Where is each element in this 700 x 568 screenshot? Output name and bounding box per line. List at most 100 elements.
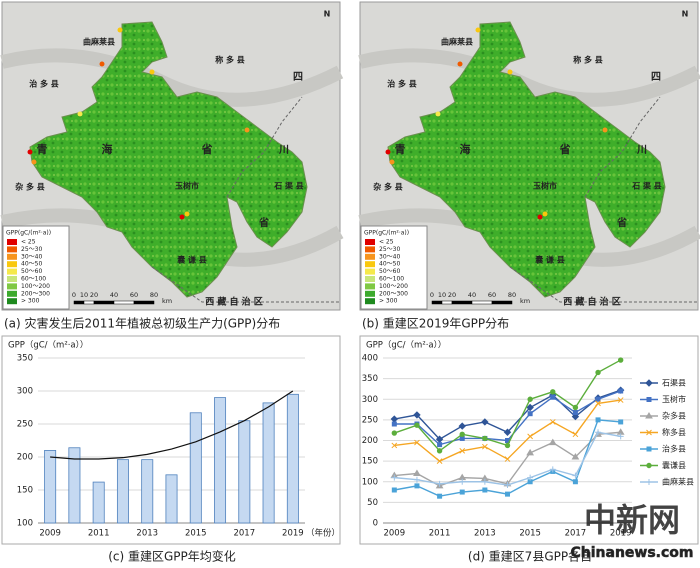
hot-spot xyxy=(602,127,608,133)
x-tick-label: 2013 xyxy=(474,529,496,539)
scale-label: 20 xyxy=(90,291,98,299)
place-label: 玉树市 xyxy=(175,181,199,191)
point xyxy=(413,476,420,483)
y-tick-label: 200 xyxy=(17,453,33,463)
chart-title: GPP（gC/（m²·a）） xyxy=(366,340,446,351)
point xyxy=(617,357,624,363)
point xyxy=(572,404,579,411)
scale-label: 0 xyxy=(72,291,76,299)
scale-unit: km xyxy=(162,297,172,305)
point xyxy=(645,412,653,419)
hot-spot xyxy=(31,159,37,165)
bar xyxy=(68,447,81,524)
place-label: 治 多 县 xyxy=(387,79,417,89)
point xyxy=(481,418,489,426)
x-tick-label: 2013 xyxy=(136,529,158,539)
point xyxy=(550,389,556,395)
hot-spot xyxy=(149,69,155,75)
legend-label: 杂多县 xyxy=(662,411,686,421)
place-label: 石 渠 县 xyxy=(273,181,304,191)
bar xyxy=(238,420,251,524)
legend-title: GPP(gC/(m²·a)) xyxy=(364,230,409,237)
legend-label: 30～40 xyxy=(21,253,42,260)
map: 曲麻莱县称 多 县治 多 县四川省青海省杂 多 县玉树市石 渠 县囊 谦 县西 … xyxy=(358,1,700,311)
scale-label: 10 xyxy=(80,291,88,299)
y-tick-label: 350 xyxy=(17,354,33,364)
point xyxy=(482,487,488,493)
point xyxy=(526,403,534,412)
place-label: 青 xyxy=(395,142,406,156)
legend-swatch xyxy=(7,283,17,290)
y-tick-label: 100 xyxy=(17,519,33,529)
point xyxy=(436,480,443,487)
legend-swatch xyxy=(7,253,17,260)
point xyxy=(617,433,624,440)
point xyxy=(459,447,466,454)
scale-label: 40 xyxy=(468,291,476,299)
place-label: 曲麻莱县 xyxy=(441,37,473,47)
y-tick-label: 0 xyxy=(373,519,378,529)
bar xyxy=(214,397,227,524)
place-label: 青 xyxy=(37,142,48,156)
y-tick-label: 100 xyxy=(362,477,378,487)
caption: (b) 重建区2019年GPP分布 xyxy=(362,317,509,331)
place-label: 省 xyxy=(201,142,213,156)
hot-spot xyxy=(507,69,513,75)
legend-label: 60～100 xyxy=(21,276,46,283)
place-label: 西 藏 自 治 区 xyxy=(563,296,621,308)
point xyxy=(572,431,579,438)
place-label: N xyxy=(682,10,689,19)
point xyxy=(391,474,398,481)
watermark-logo: 中新网 xyxy=(584,501,680,539)
x-tick-label: 2015 xyxy=(185,529,207,539)
scale-label: 0 xyxy=(430,291,434,299)
scale-segment xyxy=(93,300,115,305)
hot-spot xyxy=(475,27,481,33)
point xyxy=(646,446,652,452)
x-tick-label: 2011 xyxy=(429,529,451,539)
legend-swatch xyxy=(365,290,375,297)
y-tick-label: 300 xyxy=(362,395,378,405)
point xyxy=(595,400,601,407)
point xyxy=(572,409,578,415)
point xyxy=(413,469,421,476)
legend-label: 100～200 xyxy=(379,283,408,290)
bar xyxy=(141,459,154,524)
y-tick-label: 200 xyxy=(362,436,378,446)
legend-swatch xyxy=(365,261,375,268)
point xyxy=(571,412,580,421)
hot-spot xyxy=(537,214,543,220)
legend-label: 25～30 xyxy=(379,246,400,253)
y-tick-label: 250 xyxy=(362,415,378,425)
point xyxy=(459,489,465,495)
point xyxy=(617,397,624,403)
legend-swatch xyxy=(7,261,17,268)
legend-swatch xyxy=(365,239,375,245)
hot-spot xyxy=(435,111,441,117)
point xyxy=(527,396,533,402)
x-tick-label: 2019 xyxy=(282,529,304,539)
scale-segment xyxy=(471,300,493,305)
legend-title: GPP(gC/(m²·a)) xyxy=(6,230,51,237)
point xyxy=(572,479,578,485)
place-label: 杂 多 县 xyxy=(15,182,45,192)
point xyxy=(414,439,420,446)
legend-label: 30～40 xyxy=(379,253,400,260)
hot-spot xyxy=(179,214,185,220)
x-tick-label: 2019 xyxy=(610,529,632,539)
point xyxy=(527,474,534,481)
legend-swatch xyxy=(7,239,17,245)
place-label: 海 xyxy=(460,142,471,156)
legend-label: 100～200 xyxy=(21,283,50,290)
scale-unit: km xyxy=(520,297,530,305)
hot-spot xyxy=(77,111,83,117)
point xyxy=(391,430,398,436)
scale-segment xyxy=(451,300,473,305)
legend-label: < 25 xyxy=(21,239,36,246)
place-label: 川 xyxy=(636,144,647,156)
scale-label: 40 xyxy=(110,291,118,299)
boundary xyxy=(509,96,698,303)
place-label: 海 xyxy=(102,142,113,156)
place-label: 四 xyxy=(651,71,661,83)
